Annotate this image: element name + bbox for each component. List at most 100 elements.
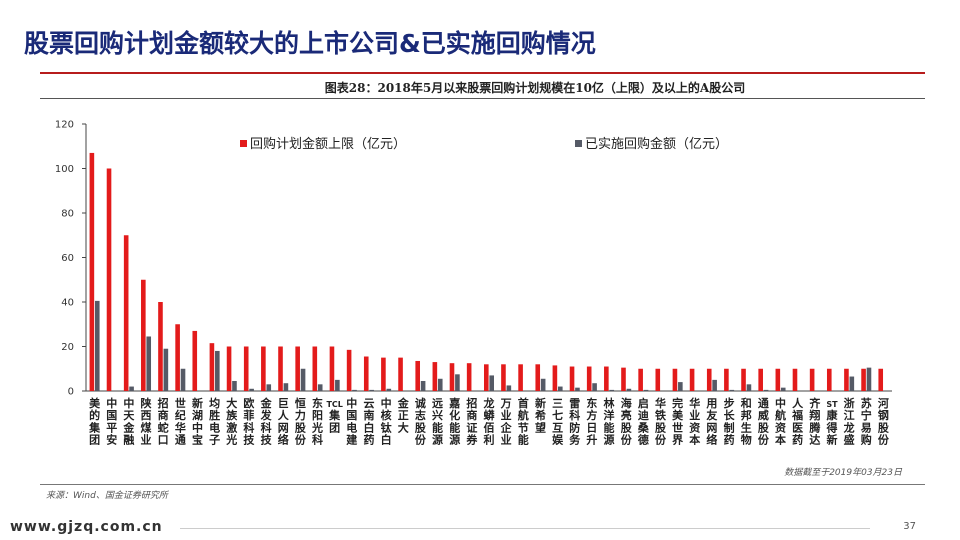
x-tick-label: 招商证券 [465,396,478,447]
x-tick-label: 中核钛白 [381,396,393,447]
x-tick-label: 世纪华通 [175,396,186,447]
y-tick-label: 100 [55,164,74,175]
bar-done [746,384,752,391]
bar-plan [826,368,832,391]
x-tick-label: TCL 集团 [326,400,342,434]
source-rule [40,484,925,485]
bar-done [266,384,272,391]
x-tick-label: 和邦生物 [741,396,752,447]
bar-plan [295,346,300,391]
bar-plan [346,349,352,391]
bar-plan [758,368,763,391]
bar-plan [741,368,746,391]
bar-done [386,388,392,391]
bar-plan [775,368,781,391]
bar-plan [106,168,112,391]
bar-done [129,386,134,391]
bar-done [455,374,460,391]
bar-plan [432,362,438,391]
bar-plan [484,364,489,391]
bar-plan [312,346,318,391]
bar-done [94,300,100,391]
bar-plan [672,368,678,391]
bar-done [592,383,597,391]
x-tick-label: 中天金融 [122,396,135,447]
bar-plan [501,364,506,391]
bar-done [283,383,289,391]
x-tick-label: 海亮股份 [621,396,633,447]
bar-done [300,368,306,391]
y-tick-label: 60 [61,253,74,264]
legend-swatch-done [575,140,582,147]
bar-plan [415,360,421,391]
bar-done [626,388,632,391]
y-tick-label: 20 [61,342,74,353]
bar-plan [89,152,95,391]
bar-done [317,384,323,391]
x-tick-label: 美的集团 [88,396,101,447]
x-tick-label: 金发科技 [260,396,273,447]
bar-plan [141,279,146,391]
bar-plan [329,346,335,391]
bar-plan [363,356,369,391]
x-tick-label: 首航节能 [518,396,529,447]
x-tick-label: 新希望 [534,396,546,434]
x-tick-label: ST 康得新 [825,400,838,447]
x-tick-label: 华业资本 [689,396,700,447]
bar-plan [261,346,266,391]
bar-done [678,382,683,391]
bar-done [557,386,563,391]
bar-done [420,380,426,391]
bar-plan [706,368,712,391]
x-tick-label: 东阳光科 [311,396,323,447]
x-tick-label: 均胜电子 [208,396,220,447]
bar-done [780,387,786,391]
bar-plan [724,368,729,391]
bar-done [729,389,735,391]
x-tick-label: 欧菲科技 [243,396,255,447]
bar-done [849,376,855,391]
bar-done [763,389,769,391]
x-tick-label: 华铁股份 [655,396,667,447]
bar-done [506,385,512,391]
bar-done [437,378,443,391]
x-tick-label: 龙蟒佰利 [483,396,496,447]
bar-done [146,336,152,391]
x-tick-label: 中国平安 [106,396,117,447]
x-tick-label: 完美世界 [672,396,684,447]
x-tick-label: 新湖中宝 [192,396,203,447]
bar-plan [158,302,163,391]
x-tick-label: 河钢股份 [878,396,890,447]
x-tick-label: 东方日升 [586,396,597,447]
x-tick-label: 用友网络 [706,397,717,447]
bar-plan [192,330,198,391]
x-tick-label: 陕西煤业 [141,396,153,447]
bar-plan [586,366,592,391]
bar-plan [518,364,523,391]
bar-done [643,389,649,391]
x-tick-label: 远兴能源 [432,397,443,447]
x-tick-label: 浙江龙盛 [843,396,855,447]
legend-label-plan: 回购计划金额上限（亿元） [250,136,406,152]
bar-plan [655,368,661,391]
page-title: 股票回购计划金额较大的上市公司&已实施回购情况 [24,29,596,58]
bar-chart: 020406080100120美的集团中国平安中天金融陕西煤业招商蛇口世纪华通新… [55,120,892,447]
data-cutoff-note: 数据截至于2019年03月23日 [784,468,902,478]
x-tick-label: 诚志股份 [415,396,427,447]
bar-done [163,348,169,391]
footer-line [180,528,870,529]
bar-plan [226,346,232,391]
x-tick-label: 云南白药 [363,397,374,447]
bar-plan [535,364,541,391]
bar-done [249,388,254,391]
x-tick-label: 齐翔腾达 [808,396,821,447]
bar-done [369,389,374,391]
bar-plan [466,363,472,391]
bar-plan [878,368,884,391]
bar-plan [792,368,798,391]
x-tick-label: 中国电建 [346,396,358,447]
y-tick-label: 80 [61,209,74,220]
x-tick-label: 恒力股份 [295,396,307,447]
x-tick-label: 大族激光 [225,396,238,447]
page-number: 37 [903,521,916,532]
